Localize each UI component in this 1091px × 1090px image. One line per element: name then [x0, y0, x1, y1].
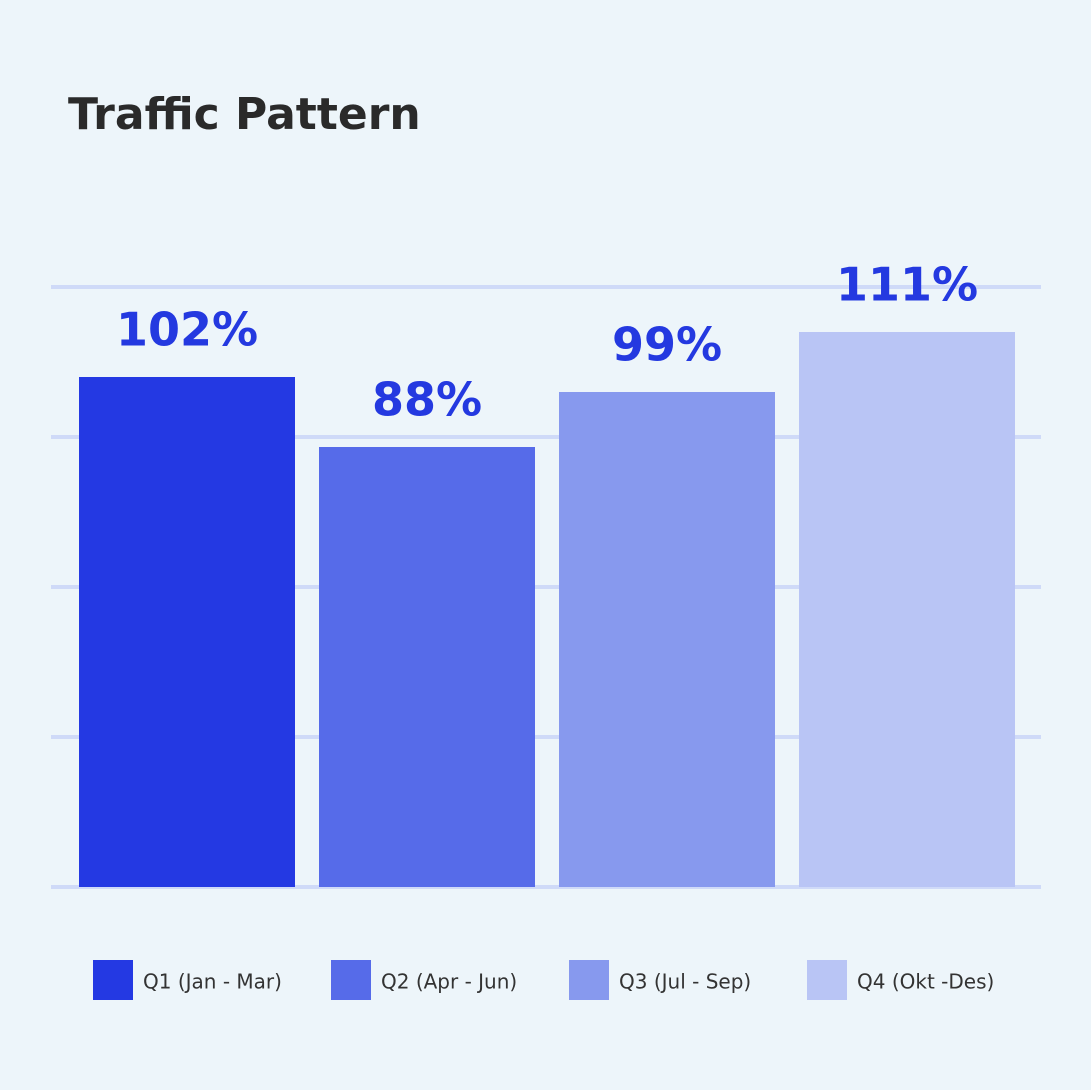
value-label: 111%	[836, 258, 978, 312]
legend-swatch	[807, 960, 847, 1000]
legend-swatch	[331, 960, 371, 1000]
legend-label: Q3 (Jul - Sep)	[619, 970, 751, 994]
value-label: 99%	[612, 318, 722, 372]
bar	[799, 332, 1015, 887]
bar	[79, 377, 295, 887]
value-label: 102%	[116, 303, 258, 357]
bar	[319, 447, 535, 887]
legend-swatch	[569, 960, 609, 1000]
value-label: 88%	[372, 373, 482, 427]
chart-title: Traffic Pattern	[68, 89, 421, 140]
legend-swatch	[93, 960, 133, 1000]
bar	[559, 392, 775, 887]
legend-label: Q1 (Jan - Mar)	[143, 970, 282, 994]
legend-label: Q4 (Okt -Des)	[857, 970, 994, 994]
legend-label: Q2 (Apr - Jun)	[381, 970, 517, 994]
